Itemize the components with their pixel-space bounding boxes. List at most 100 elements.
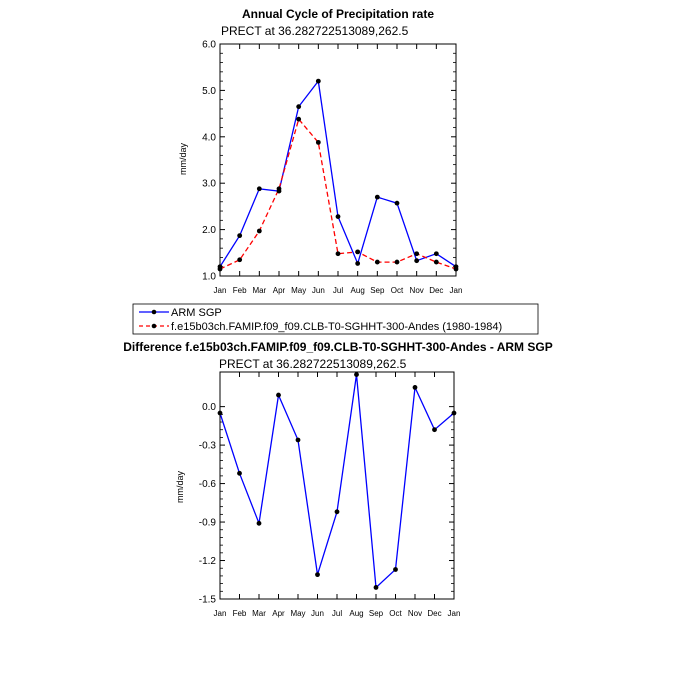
x-tick-label: Jul (332, 609, 342, 618)
data-point (451, 410, 457, 416)
chart-title: Annual Cycle of Precipitation rate (242, 7, 434, 21)
x-tick-label: Jun (312, 286, 325, 295)
x-tick-label: Apr (272, 609, 285, 618)
y-tick-label: 2.0 (202, 225, 216, 236)
y-tick-label: 5.0 (202, 86, 216, 97)
data-point (315, 572, 320, 578)
data-point (412, 384, 418, 390)
x-tick-label: Feb (233, 286, 247, 295)
series-lines (219, 79, 457, 270)
x-tick-label: Dec (429, 286, 443, 295)
chart-subtitle: PRECT at 36.282722513089,262.5 (221, 24, 409, 38)
legend-label-arm-sgp: ARM SGP (171, 307, 222, 319)
x-tick-label: Mar (252, 286, 266, 295)
data-point (432, 427, 437, 433)
data-point (276, 186, 282, 192)
data-point (335, 214, 341, 220)
legend-box (132, 303, 539, 335)
data-point (394, 200, 400, 206)
x-tick-label: Mar (252, 609, 266, 618)
x-tick-label: May (291, 286, 306, 295)
series-line-0 (219, 79, 457, 268)
data-point (315, 139, 321, 145)
y-tick-label: 4.0 (202, 132, 216, 143)
data-point (335, 251, 341, 257)
y-tick-label: -1.5 (199, 595, 217, 606)
series-markers (217, 372, 457, 590)
y-tick-label: 1.0 (202, 272, 216, 283)
chart-subtitle: PRECT at 36.282722513089,262.5 (219, 357, 407, 371)
y-tick-label: -0.6 (199, 479, 217, 490)
x-tick-label: Jul (333, 286, 343, 295)
y-tick-label: 6.0 (202, 40, 216, 51)
x-tick-label: Jan (214, 609, 227, 618)
legend: ARM SGP f.e15b03ch.FAMIP.f09_f09.CLB-T0-… (132, 303, 539, 335)
plot-frame (219, 43, 457, 277)
data-point (256, 228, 262, 234)
data-point (414, 258, 420, 264)
legend-label-model: f.e15b03ch.FAMIP.f09_f09.CLB-T0-SGHHT-30… (171, 321, 502, 333)
data-point (237, 233, 243, 239)
data-point (217, 410, 223, 416)
axis-ticks: -1.5 -1.2 -0.9 -0.6 -0.3 0.0 Jan Feb Mar Apr May Ju… (199, 372, 461, 618)
data-point (374, 259, 380, 265)
x-tick-label: Jun (311, 609, 324, 618)
data-point (355, 249, 361, 255)
data-point (237, 257, 243, 263)
data-point (296, 116, 302, 122)
data-point (296, 104, 302, 110)
x-tick-label: Jan (214, 286, 227, 295)
x-tick-label: Jan (448, 609, 461, 618)
x-tick-label: Aug (349, 609, 363, 618)
annual-cycle-chart: Annual Cycle of Precipitation rate PRECT… (178, 7, 462, 295)
y-axis-label: mm/day (175, 471, 185, 504)
x-tick-label: Oct (389, 609, 402, 618)
data-point (217, 266, 223, 272)
axis-ticks: 1.0 2.0 3.0 4.0 5.0 6.0 Jan Feb Mar Apr May Jun Jul A… (202, 40, 462, 296)
chart-title: Difference f.e15b03ch.FAMIP.f09_f09.CLB-… (123, 340, 552, 354)
y-tick-label: 0.0 (202, 402, 216, 413)
legend-marker-arm-sgp (151, 309, 157, 315)
series-line-1 (219, 117, 457, 270)
x-tick-label: Oct (391, 286, 404, 295)
data-point (414, 251, 420, 257)
x-tick-label: Dec (427, 609, 441, 618)
x-tick-label: Apr (273, 286, 286, 295)
x-tick-label: Jan (450, 286, 463, 295)
y-tick-label: 3.0 (202, 179, 216, 190)
data-point (354, 372, 359, 377)
data-point (276, 392, 281, 398)
x-tick-label: Aug (351, 286, 365, 295)
data-point (256, 186, 262, 192)
y-axis-label: mm/day (178, 143, 188, 176)
x-tick-label: Nov (410, 286, 424, 295)
data-point (374, 194, 380, 200)
data-point (373, 585, 379, 590)
data-point (433, 251, 439, 257)
x-tick-label: May (290, 609, 305, 618)
data-point (334, 509, 340, 515)
y-tick-label: -0.3 (199, 441, 217, 452)
x-tick-label: Sep (369, 609, 384, 618)
y-tick-label: -0.9 (199, 518, 217, 529)
data-point (393, 567, 398, 572)
plot-frame (219, 371, 455, 600)
data-point (237, 470, 242, 476)
x-tick-label: Sep (370, 286, 385, 295)
data-point (256, 520, 262, 526)
legend-marker-model (151, 323, 157, 329)
data-point (355, 261, 361, 266)
data-point (315, 78, 321, 84)
data-point (394, 259, 400, 265)
y-tick-label: -1.2 (199, 556, 217, 567)
data-point (295, 437, 301, 443)
x-tick-label: Feb (233, 609, 247, 618)
series-line-0 (219, 374, 455, 589)
data-point (453, 266, 459, 272)
x-tick-label: Nov (408, 609, 422, 618)
series-lines (219, 374, 455, 589)
series-markers (217, 78, 459, 272)
difference-chart: Difference f.e15b03ch.FAMIP.f09_f09.CLB-… (123, 340, 552, 618)
data-point (433, 259, 439, 265)
